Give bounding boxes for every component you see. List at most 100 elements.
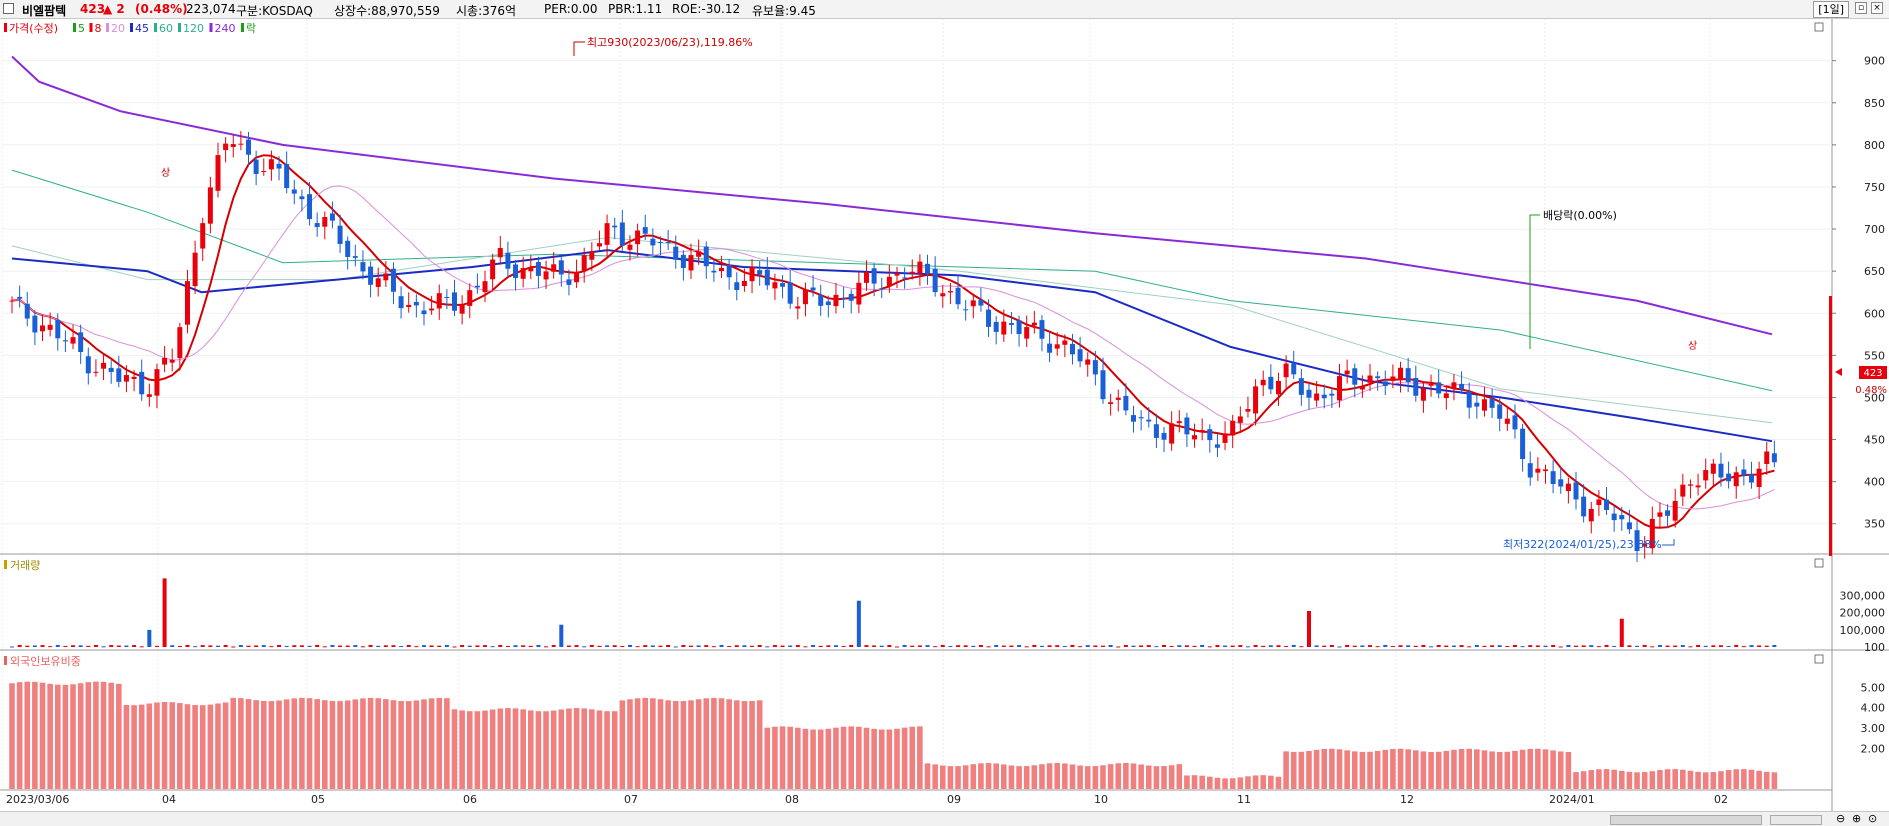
price-change-pct: (0.48%) <box>135 2 188 16</box>
foreign-holding-bar <box>192 705 198 789</box>
foreign-holding-bar <box>100 681 107 789</box>
volume-bar <box>1604 644 1609 647</box>
volume-bar <box>353 645 358 647</box>
legend-label: 8 <box>95 22 102 35</box>
candle-body <box>650 238 656 246</box>
foreign-holding-bar <box>390 700 397 789</box>
legend-swatch <box>106 23 109 32</box>
volume-bar <box>330 645 335 647</box>
candle-body <box>1420 388 1426 401</box>
volume-bar <box>1696 644 1701 647</box>
foreign-holding-bars <box>9 681 1778 789</box>
foreign-holding-bar <box>70 684 76 789</box>
candle-body <box>352 256 358 258</box>
volume-bar <box>1558 646 1563 648</box>
volume-bar <box>1543 645 1548 647</box>
volume-bar <box>765 646 770 648</box>
volume-bar <box>414 646 419 648</box>
volume-bar <box>1375 646 1380 648</box>
candle-body <box>329 213 335 221</box>
zoom-slider[interactable] <box>1770 815 1822 825</box>
dividend-annotation: 배당락(0.00%) <box>1529 209 1617 349</box>
volume-bar <box>856 600 861 647</box>
candle-body <box>261 171 267 173</box>
candle-body <box>1382 381 1388 386</box>
candle-body <box>1352 368 1358 385</box>
candle-body <box>1275 380 1281 395</box>
foreign-holding-bar <box>627 699 633 789</box>
price-axis-label: 750 <box>1864 181 1885 194</box>
foreign-holding-bar <box>329 700 336 789</box>
volume-bar <box>277 644 282 647</box>
volume-bar <box>223 644 228 647</box>
volume-bar <box>849 644 854 647</box>
volume-bar <box>650 645 655 647</box>
volume-bar <box>986 646 991 648</box>
candle-body <box>726 265 732 278</box>
zoom-reset-icon[interactable]: ⊙ <box>1868 812 1878 825</box>
candle-body <box>902 277 908 279</box>
foreign-holding-bar <box>299 697 305 789</box>
stock-chart[interactable]: 350 400 450 500 550 600 650 700 750 800 850 900 2023… <box>0 19 1889 811</box>
high-arrow <box>573 41 585 56</box>
volume-bar <box>902 644 907 647</box>
volume-bar <box>10 646 14 648</box>
candle-body <box>1245 409 1251 412</box>
volume-bar <box>162 578 167 647</box>
price-panel-toggle[interactable] <box>1814 22 1824 32</box>
foreign-holding-bar <box>1763 771 1770 789</box>
volume-bar <box>63 645 68 647</box>
foreign-holding-bar <box>589 709 595 789</box>
foreign-holding-bar <box>123 705 130 789</box>
candle-body <box>757 270 763 275</box>
candle-body <box>1687 484 1693 486</box>
volume-bar <box>544 646 549 648</box>
candle-body <box>1680 484 1686 497</box>
volume-bar <box>1306 611 1311 647</box>
volume-bar <box>1139 645 1144 647</box>
volume-bar <box>963 645 968 647</box>
horizontal-scrollbar[interactable] <box>1610 815 1762 825</box>
upper-limit-mark: 상 <box>1688 340 1697 352</box>
volume-bar <box>1337 646 1342 648</box>
volume-bar <box>254 645 259 647</box>
foreign-holding-bar <box>1069 764 1076 789</box>
volume-bar <box>635 646 640 648</box>
volume-bar <box>1673 645 1678 647</box>
foreign-holding-bar <box>322 700 328 789</box>
candle-body <box>1527 463 1533 478</box>
foreign-holding-bar <box>993 763 999 789</box>
candle-body <box>1489 398 1495 408</box>
volume-bar <box>1024 646 1029 648</box>
foreign-holding-bar <box>54 684 61 789</box>
foreign-panel-toggle[interactable] <box>1814 654 1824 664</box>
volume-axis-label: 100 <box>1864 641 1885 654</box>
candle-body <box>1184 417 1190 435</box>
foreign-holding-bar <box>1512 750 1518 789</box>
volume-panel <box>0 555 1832 650</box>
zoom-out-icon[interactable]: ⊖ <box>1836 812 1846 825</box>
foreign-holding-bar <box>665 700 671 789</box>
foreign-holding-bar <box>520 709 526 789</box>
volume-bar <box>1612 646 1617 648</box>
header-checkbox[interactable] <box>3 3 14 14</box>
foreign-holding-bar <box>1168 765 1175 789</box>
candle-body <box>780 283 786 287</box>
candle-body <box>1047 343 1053 353</box>
price-axis-label: 600 <box>1864 307 1885 320</box>
candle-body <box>345 240 351 257</box>
candle-body <box>1649 518 1655 549</box>
period-selector[interactable]: [1일] <box>1813 1 1849 18</box>
volume-bar <box>32 645 37 647</box>
candle-body <box>1665 510 1671 516</box>
date-axis-label: 12 <box>1400 793 1414 806</box>
volume-bar <box>322 646 327 648</box>
volume-panel-toggle[interactable] <box>1814 558 1824 568</box>
close-icon[interactable]: × <box>1871 2 1883 14</box>
volume-bar <box>376 645 381 647</box>
foreign-holding-bar <box>1466 748 1472 789</box>
minimize-icon[interactable]: ▫ <box>1855 2 1867 14</box>
candle-body <box>581 255 587 271</box>
zoom-in-icon[interactable]: ⊕ <box>1852 812 1862 825</box>
volume-bar <box>383 645 388 647</box>
